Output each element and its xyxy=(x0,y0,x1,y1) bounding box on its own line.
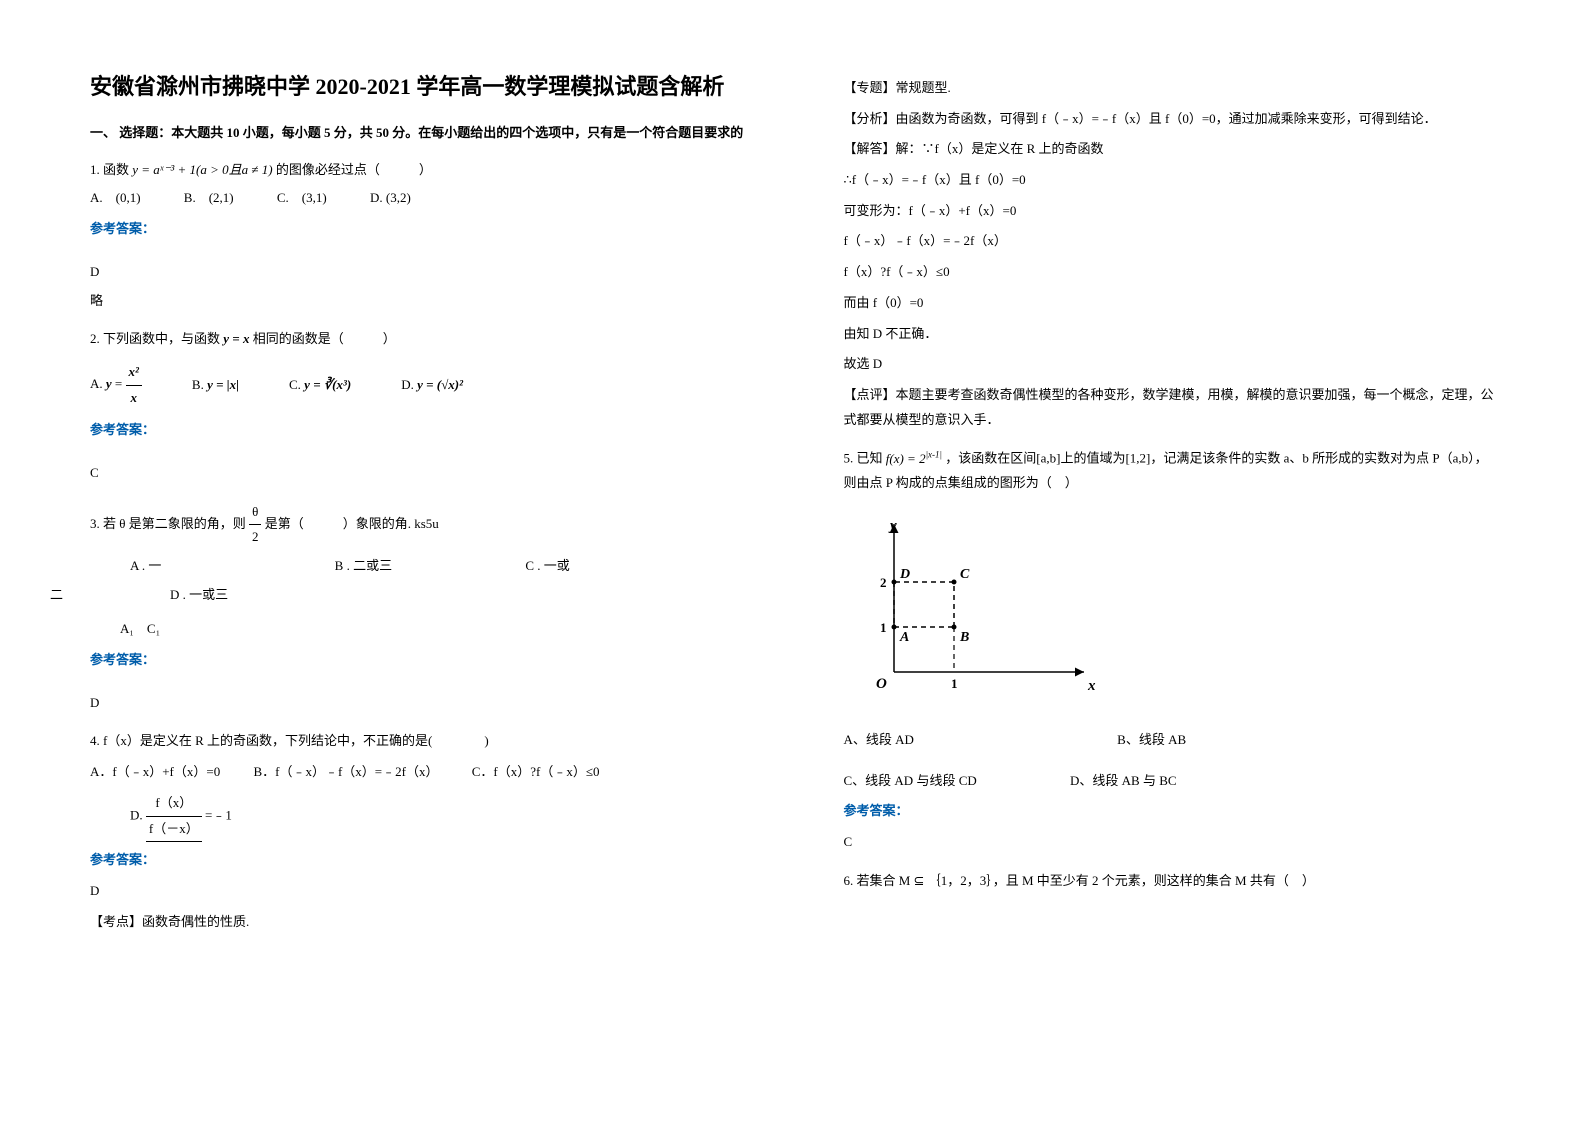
q2-answer-label: 参考答案： xyxy=(90,418,744,443)
q2-c-label: C. xyxy=(289,377,301,392)
q5-options-row1: A、线段 AD B、线段 AB xyxy=(844,728,1498,753)
q4-d-label: D. xyxy=(130,808,143,823)
q1-opt-d: D. (3,2) xyxy=(370,186,411,211)
q5-chart: Oxy121ABCD xyxy=(844,512,1498,712)
svg-text:1: 1 xyxy=(880,620,887,635)
q5-svg: Oxy121ABCD xyxy=(844,512,1104,712)
q5-opt-b: B、线段 AB xyxy=(1117,728,1186,753)
svg-text:2: 2 xyxy=(880,575,887,590)
q3-two: 二 xyxy=(50,583,63,608)
q1-answer-label: 参考答案： xyxy=(90,217,744,242)
q1-answer: D xyxy=(90,260,744,285)
q5-formula: f(x) = 2 xyxy=(886,451,926,466)
q4-d-den: f（－x） xyxy=(149,821,199,836)
q4-answer: D xyxy=(90,879,744,904)
q2-stem-after: 相同的函数是（ ） xyxy=(253,331,396,346)
q2-d-formula: y = (√x)² xyxy=(417,377,463,392)
svg-text:y: y xyxy=(888,518,897,534)
q2-a-den: x xyxy=(130,390,137,405)
q4-d-tail: =﹣1 xyxy=(205,808,232,823)
svg-text:O: O xyxy=(876,676,887,692)
q3-stem-p2: 是第（ ）象限的角. ks5u xyxy=(265,516,439,531)
r-l4: f（x）?f（﹣x）≤0 xyxy=(844,260,1498,285)
q3-stem-p1: 3. 若 θ 是第二象限的角，则 xyxy=(90,516,246,531)
q3-answer-label: 参考答案： xyxy=(90,648,744,673)
q2-a-num: x² xyxy=(129,364,139,379)
q2-c-formula: y = ∛(x³) xyxy=(304,377,351,392)
q4-d-num: f（x） xyxy=(155,795,192,810)
q1-stem-after: 的图像必经过点（ ） xyxy=(276,162,432,177)
q3-options-row1: A . 一 B . 二或三 C . 一或 xyxy=(90,554,744,579)
q2-b-label: B. xyxy=(192,377,204,392)
q1-formula: y = aˣ⁻³ + 1(a > 0且a ≠ 1) xyxy=(132,162,272,177)
q3-frac-den: 2 xyxy=(252,529,259,544)
svg-text:D: D xyxy=(899,567,910,582)
q5-answer-label: 参考答案： xyxy=(844,799,1498,824)
r-jieda: 【解答】解：∵f（x）是定义在 R 上的奇函数 xyxy=(844,137,1498,162)
q3-frac-num: θ xyxy=(252,504,258,519)
q4-answer-label: 参考答案： xyxy=(90,848,744,873)
r-l6: 由知 D 不正确． xyxy=(844,322,1498,347)
q5-opt-a: A、线段 AD xyxy=(844,728,914,753)
q5-opt-c: C、线段 AD 与线段 CD xyxy=(844,769,977,794)
q1-opt-a: A. (0,1) xyxy=(90,186,141,211)
question-1: 1. 函数 y = aˣ⁻³ + 1(a > 0且a ≠ 1) 的图像必经过点（… xyxy=(90,158,744,313)
q5-answer: C xyxy=(844,830,1498,855)
r-zhuanti: 【专题】常规题型. xyxy=(844,76,1498,101)
q1-stem-before: 1. 函数 xyxy=(90,162,129,177)
q3-opt-d: D . 一或三 xyxy=(170,583,228,608)
q3-options-row2: D . 一或三 xyxy=(90,583,744,608)
q2-formula: y = x xyxy=(223,331,249,346)
q4-opt-b: B．f（﹣x）﹣f（x）=﹣2f（x） xyxy=(253,764,438,779)
q1-opt-c: C. (3,1) xyxy=(277,186,327,211)
r-l3: f（﹣x）﹣f（x）=﹣2f（x） xyxy=(844,229,1498,254)
q1-opt-b: B. (2,1) xyxy=(184,186,234,211)
q2-answer: C xyxy=(90,461,744,486)
question-4: 4. f（x）是定义在 R 上的奇函数，下列结论中，不正确的是( ) A．f（﹣… xyxy=(90,729,744,934)
q4-kaodian: 【考点】函数奇偶性的性质. xyxy=(90,910,744,935)
q2-d-label: D. xyxy=(401,377,414,392)
q4-opt-a: A．f（﹣x）+f（x）=0 xyxy=(90,764,220,779)
q1-note: 略 xyxy=(90,289,744,314)
q4-opt-d: D. f（x） f（－x） =﹣1 xyxy=(90,791,744,842)
q1-options: A. (0,1) B. (2,1) C. (3,1) D. (3,2) xyxy=(90,186,744,211)
q2-stem-before: 2. 下列函数中，与函数 xyxy=(90,331,223,346)
q4-options-row1: A．f（﹣x）+f（x）=0 B．f（﹣x）﹣f（x）=﹣2f（x） C．f（x… xyxy=(90,760,744,785)
r-l2: 可变形为：f（﹣x）+f（x）=0 xyxy=(844,199,1498,224)
r-l7: 故选 D xyxy=(844,352,1498,377)
section-intro: 一、 选择题：本大题共 10 小题，每小题 5 分，共 50 分。在每小题给出的… xyxy=(90,123,744,144)
q3-a1c1: A₁ C₁ xyxy=(90,617,744,642)
q2-a-label: A. xyxy=(90,376,103,391)
q2-b-formula: y = |x| xyxy=(207,377,239,392)
q3-opt-b: B . 二或三 xyxy=(335,554,392,579)
svg-text:B: B xyxy=(959,630,969,645)
q3-answer: D xyxy=(90,691,744,716)
q5-opt-d: D、线段 AB 与 BC xyxy=(1070,769,1177,794)
r-dianping: 【点评】本题主要考查函数奇偶性模型的各种变形，数学建模，用模，解模的意识要加强，… xyxy=(844,383,1498,432)
svg-text:C: C xyxy=(960,567,970,582)
q2-options: A. y = x²x B. y = |x| C. y = ∛(x³) D. y … xyxy=(90,360,744,410)
q4-stem: 4. f（x）是定义在 R 上的奇函数，下列结论中，不正确的是( ) xyxy=(90,729,744,754)
question-6: 6. 若集合 M ⊆ ｛1，2，3｝，且 M 中至少有 2 个元素，则这样的集合… xyxy=(844,869,1498,894)
r-fenxi: 【分析】由函数为奇函数，可得到 f（﹣x）=﹣f（x）且 f（0）=0，通过加减… xyxy=(844,107,1498,132)
q3-opt-c: C . 一或 xyxy=(525,554,569,579)
r-l1: ∴f（﹣x）=﹣f（x）且 f（0）=0 xyxy=(844,168,1498,193)
question-5: 5. 已知 f(x) = 2|x-1| ，该函数在区间[a,b]上的值域为[1,… xyxy=(844,446,1498,854)
question-3: 3. 若 θ 是第二象限的角，则 θ 2 是第（ ）象限的角. ks5u A . … xyxy=(90,500,744,716)
q3-opt-a: A . 一 xyxy=(130,554,161,579)
svg-text:A: A xyxy=(899,630,909,645)
page-title: 安徽省滁州市拂晓中学 2020-2021 学年高一数学理模拟试题含解析 xyxy=(90,70,744,103)
svg-text:x: x xyxy=(1087,678,1096,694)
q4-opt-c: C．f（x）?f（﹣x）≤0 xyxy=(472,764,600,779)
q5-exp: |x-1| xyxy=(926,449,942,459)
question-2: 2. 下列函数中，与函数 y = x 相同的函数是（ ） A. y = x²x … xyxy=(90,327,744,485)
r-l5: 而由 f（0）=0 xyxy=(844,291,1498,316)
svg-text:1: 1 xyxy=(951,676,958,691)
q5-options-row2: C、线段 AD 与线段 CD D、线段 AB 与 BC xyxy=(844,769,1498,794)
q5-stem-p1: 5. 已知 xyxy=(844,451,883,466)
q6-stem: 6. 若集合 M ⊆ ｛1，2，3｝，且 M 中至少有 2 个元素，则这样的集合… xyxy=(844,873,1315,888)
